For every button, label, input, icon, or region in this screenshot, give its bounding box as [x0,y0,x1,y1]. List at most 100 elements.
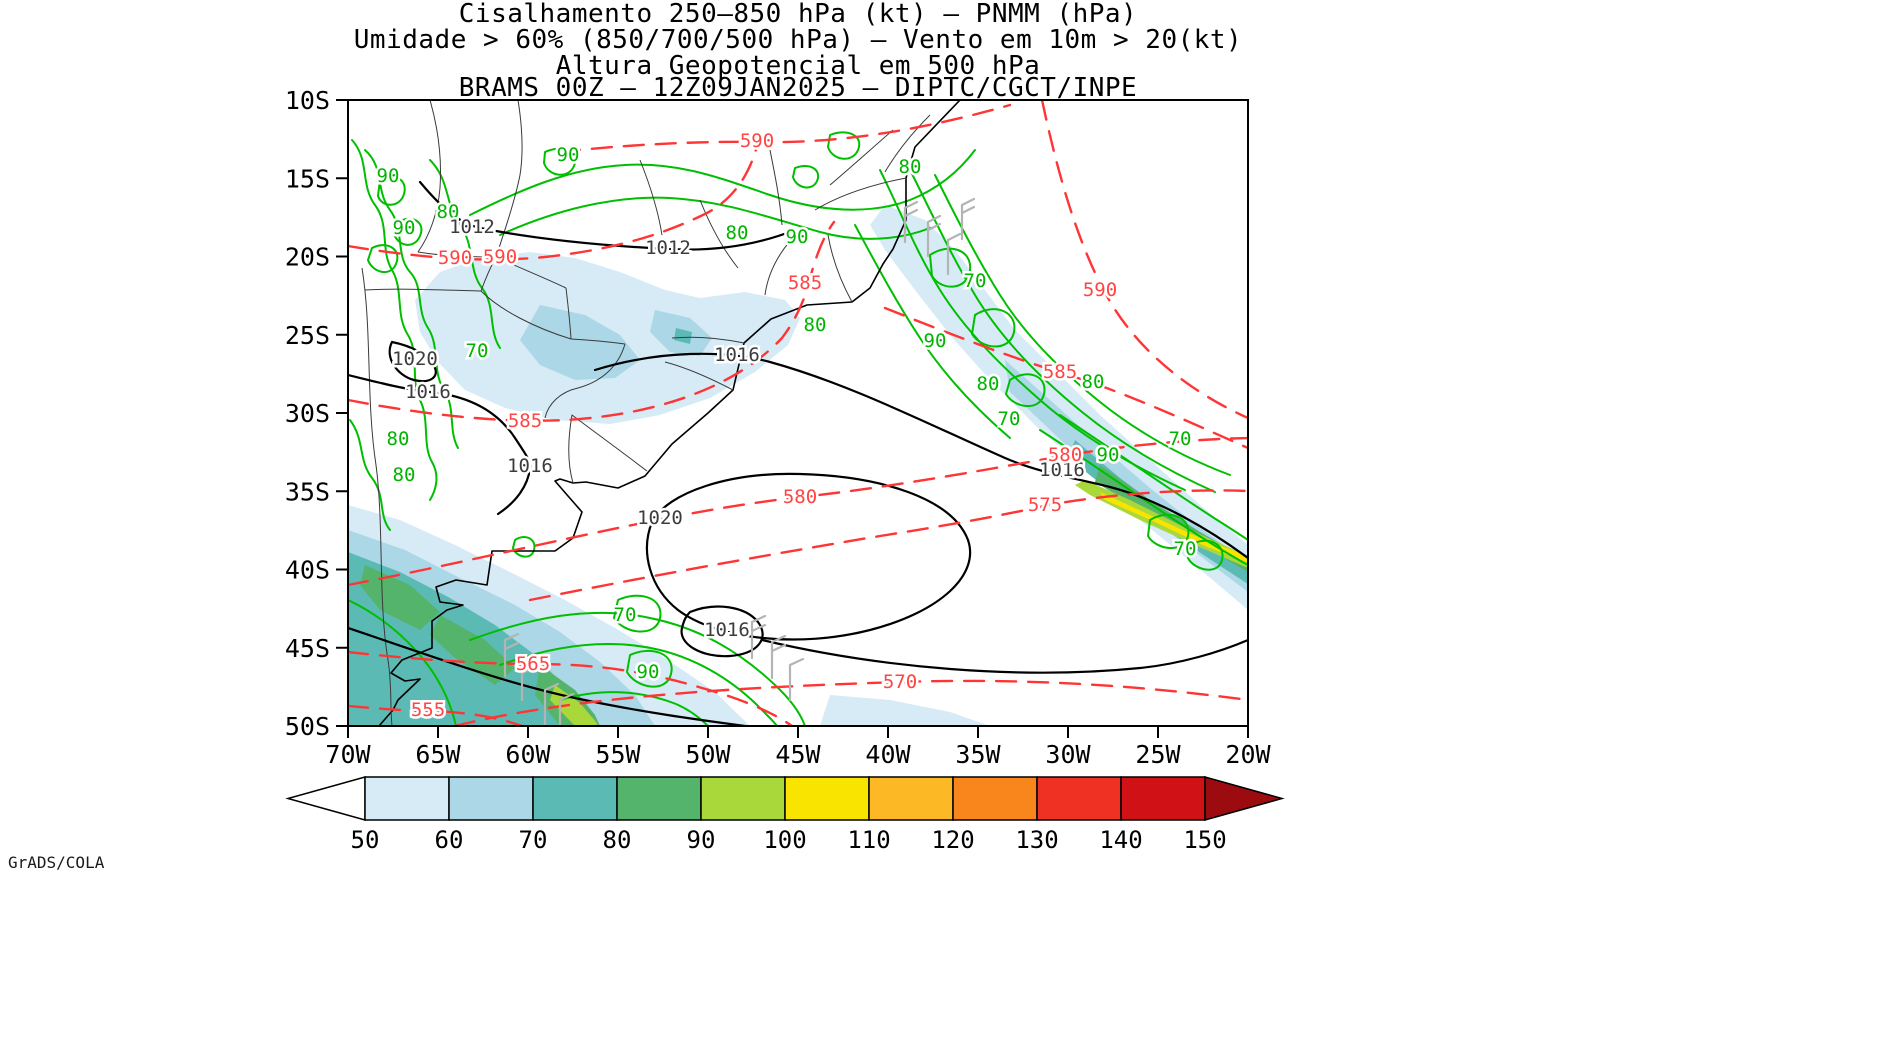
y-axis-tick-label: 45S [285,634,330,663]
x-axis-tick-label: 50W [685,740,731,769]
pressure-contour-layer [349,180,1247,725]
contour-label-z: 585 [788,272,822,294]
colorbar-segment [868,776,954,821]
x-axis-tick-label: 60W [505,740,551,769]
colorbar-segment [616,776,702,821]
wind-barb [520,656,537,702]
y-axis-tick-label: 15S [285,164,330,193]
contour-label-rh: 90 [786,226,809,248]
contour-label-slp: 1016 [714,344,760,366]
contour-label-z: 570 [883,671,917,693]
x-axis-tick-label: 40W [865,740,911,769]
wind-barb [903,200,919,244]
contour-label-rh: 80 [804,314,827,336]
contour-label-slp: 1016 [704,619,750,641]
colorbar-segment [952,776,1038,821]
contour-label-rh: 70 [466,340,489,362]
colorbar-segment [1120,776,1206,821]
contour-label-rh: 80 [899,156,922,178]
colorbar-arrow-low [285,776,366,821]
contour-label-slp: 1016 [405,381,451,403]
contour-label-rh: 70 [998,408,1021,430]
contour-label-slp: 1012 [449,216,495,238]
colorbar-level-label: 80 [603,826,632,854]
x-axis-tick-label: 70W [325,740,371,769]
y-axis-tick-label: 10S [285,86,330,115]
colorbar-level-label: 90 [687,826,716,854]
country-border [364,288,482,292]
title-line-1: Cisalhamento 250–850 hPa (kt) – PNMM (hP… [459,0,1137,29]
wind-barb [946,232,962,276]
country-border [495,101,523,258]
colorbar-level-label: 150 [1183,826,1226,854]
contour-label-layer: 90 80 90 80 90 80 90 70 90 80 70 80 70 80 70 80 80 70 90 70… [374,128,1199,724]
colorbar-segment [1036,776,1122,821]
state-border [639,114,931,391]
contour-label-slp: 1020 [637,507,683,529]
contour-label-rh: 80 [977,373,1000,395]
x-axis-tick-label: 30W [1045,740,1091,769]
shear-shading-layer [349,205,1247,725]
contour-label-rh: 70 [614,604,637,626]
contour-label-z: 555 [411,699,445,721]
y-axis-tick-label: 25S [285,321,330,350]
colorbar-arrow-high [1204,776,1285,821]
country-border [417,101,497,258]
y-axis-tick-label: 35S [285,477,330,506]
contour-label-z: 590 [483,246,517,268]
x-axis-tick-label: 65W [415,740,461,769]
contour-label-rh: 70 [1174,538,1197,560]
wind-barb-layer [503,197,976,725]
wind-barb [558,692,575,725]
wind-barb [788,657,805,702]
shading-80-90 [430,615,515,685]
contour-label-rh: 70 [1169,428,1192,450]
colorbar-level-label: 50 [351,826,380,854]
y-axis-tick-label: 40S [285,556,330,585]
contour-label-rh: 90 [1097,444,1120,466]
shading-100-110 [1100,492,1247,563]
contour-label-rh: 80 [393,464,416,486]
contour-label-rh: 90 [557,144,580,166]
contour-label-rh: 90 [393,217,416,239]
colorbar-level-label: 60 [435,826,464,854]
contour-label-z: 585 [508,410,542,432]
contour-label-z: 580 [1048,444,1082,466]
contour-label-slp: 1016 [1039,459,1085,481]
x-axis-tick-label: 20W [1225,740,1271,769]
contour-label-z: 590 [438,247,472,269]
country-border [544,343,626,419]
x-axis-tick-label: 35W [955,740,1001,769]
wind-barb [926,214,942,258]
contour-label-z: 590 [1083,279,1117,301]
colorbar: 50 60 70 80 90 100 110 120 130 140 150 [285,776,1285,854]
colorbar-segment [364,776,450,821]
coastline [378,101,961,725]
contour-label-rh: 70 [964,270,987,292]
contour-label-z: 580 [783,486,817,508]
colorbar-level-label: 110 [847,826,890,854]
colorbar-level-label: 130 [1015,826,1058,854]
contour-label-slp: 1020 [392,348,438,370]
wind-barb [750,614,767,660]
contour-label-z: 575 [1028,494,1062,516]
contour-label-z: 585 [1043,361,1077,383]
colorbar-segment [700,776,786,821]
contour-label-rh: 80 [1082,371,1105,393]
country-border [361,267,393,725]
title-line-2: Umidade > 60% (850/700/500 hPa) – Vento … [354,25,1242,55]
contour-label-rh: 90 [377,165,400,187]
title-block: Cisalhamento 250–850 hPa (kt) – PNMM (hP… [354,0,1242,103]
contour-label-rh: 90 [637,661,660,683]
x-axis-tick-label: 45W [775,740,821,769]
y-axis-tick-label: 50S [285,712,330,741]
contour-label-rh: 80 [726,222,749,244]
shading-70-80 [674,328,692,344]
country-border [480,256,626,345]
wind-barb [770,634,787,680]
y-axis-tick-label: 30S [285,399,330,428]
contour-label-rh: 80 [437,201,460,223]
